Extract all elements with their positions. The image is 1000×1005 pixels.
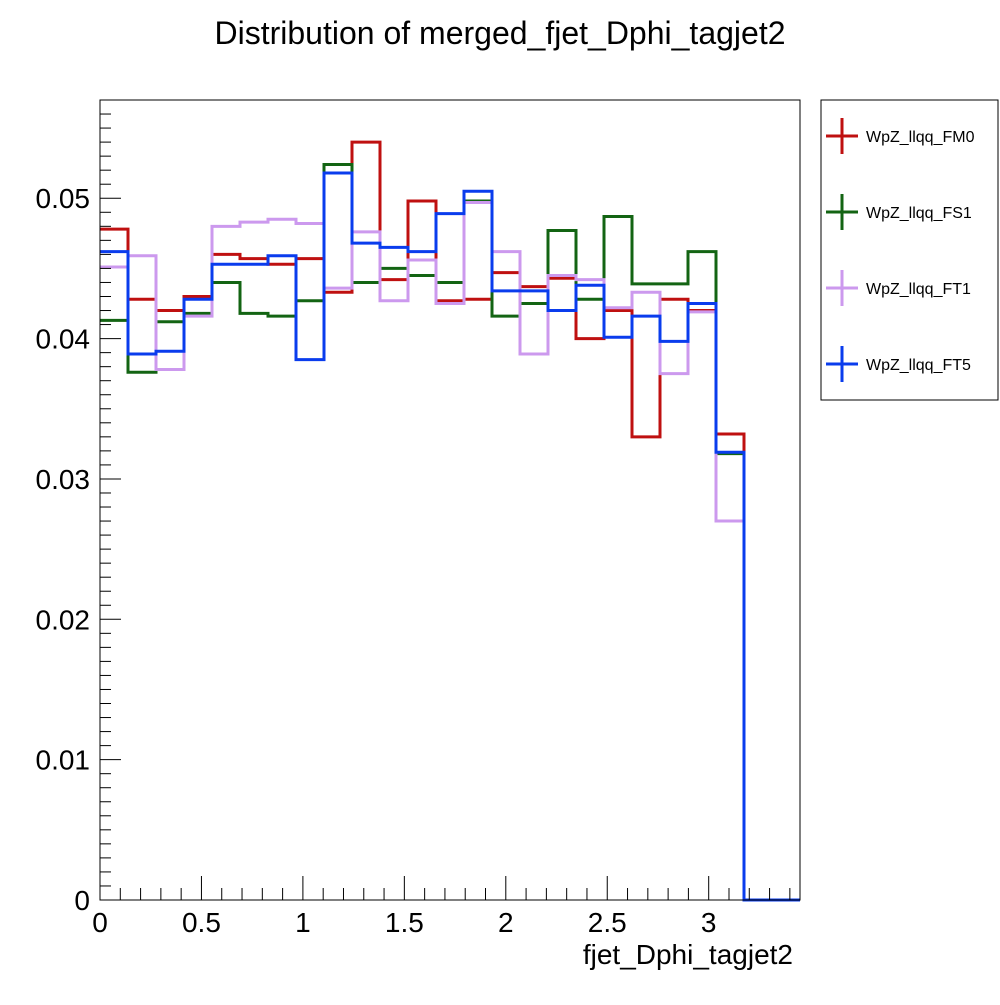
legend-label: WpZ_llqq_FT5 [866, 357, 971, 374]
axis-layer: 0 0.5 1 1.5 2 2.5 3 0 0.01 0.02 0.03 0.04 0.05 [36, 113, 791, 938]
legend: WpZ_llqq_FM0 WpZ_llqq_FS1 WpZ_llqq_FT1 WpZ_… [820, 99, 999, 401]
x-tick-label: 1.5 [385, 907, 424, 938]
x-tick-label: 2.5 [588, 907, 627, 938]
x-tick-label: 2 [498, 907, 514, 938]
y-tick-label: 0 [74, 885, 90, 916]
legend-entry: WpZ_llqq_FM0 [826, 118, 975, 154]
legend-label: WpZ_llqq_FS1 [866, 205, 972, 222]
y-tick-label: 0.04 [36, 324, 91, 355]
legend-label: WpZ_llqq_FT1 [866, 281, 971, 298]
x-axis-label: fjet_Dphi_tagjet2 [583, 939, 793, 970]
y-tick-label: 0.03 [36, 464, 91, 495]
series-line-0 [100, 140, 800, 902]
plot-frame [99, 99, 801, 901]
y-tick-label: 0.02 [36, 604, 91, 635]
legend-entry: WpZ_llqq_FS1 [826, 194, 972, 230]
legend-label: WpZ_llqq_FM0 [866, 129, 975, 146]
legend-entry: WpZ_llqq_FT5 [826, 346, 971, 382]
x-tick-label: 0.5 [182, 907, 221, 938]
legend-box [820, 99, 999, 401]
x-tick-label: 3 [701, 907, 717, 938]
series-line-2 [100, 200, 800, 902]
series-layer [100, 140, 800, 902]
x-tick-label: 0 [92, 907, 108, 938]
chart-title: Distribution of merged_fjet_Dphi_tagjet2 [215, 15, 786, 51]
y-tick-label: 0.05 [36, 183, 91, 214]
y-tick-label: 0.01 [36, 745, 91, 776]
x-tick-label: 1 [295, 907, 311, 938]
series-line-3 [100, 171, 800, 902]
legend-entry: WpZ_llqq_FT1 [826, 270, 971, 306]
series-line-1 [100, 163, 800, 902]
